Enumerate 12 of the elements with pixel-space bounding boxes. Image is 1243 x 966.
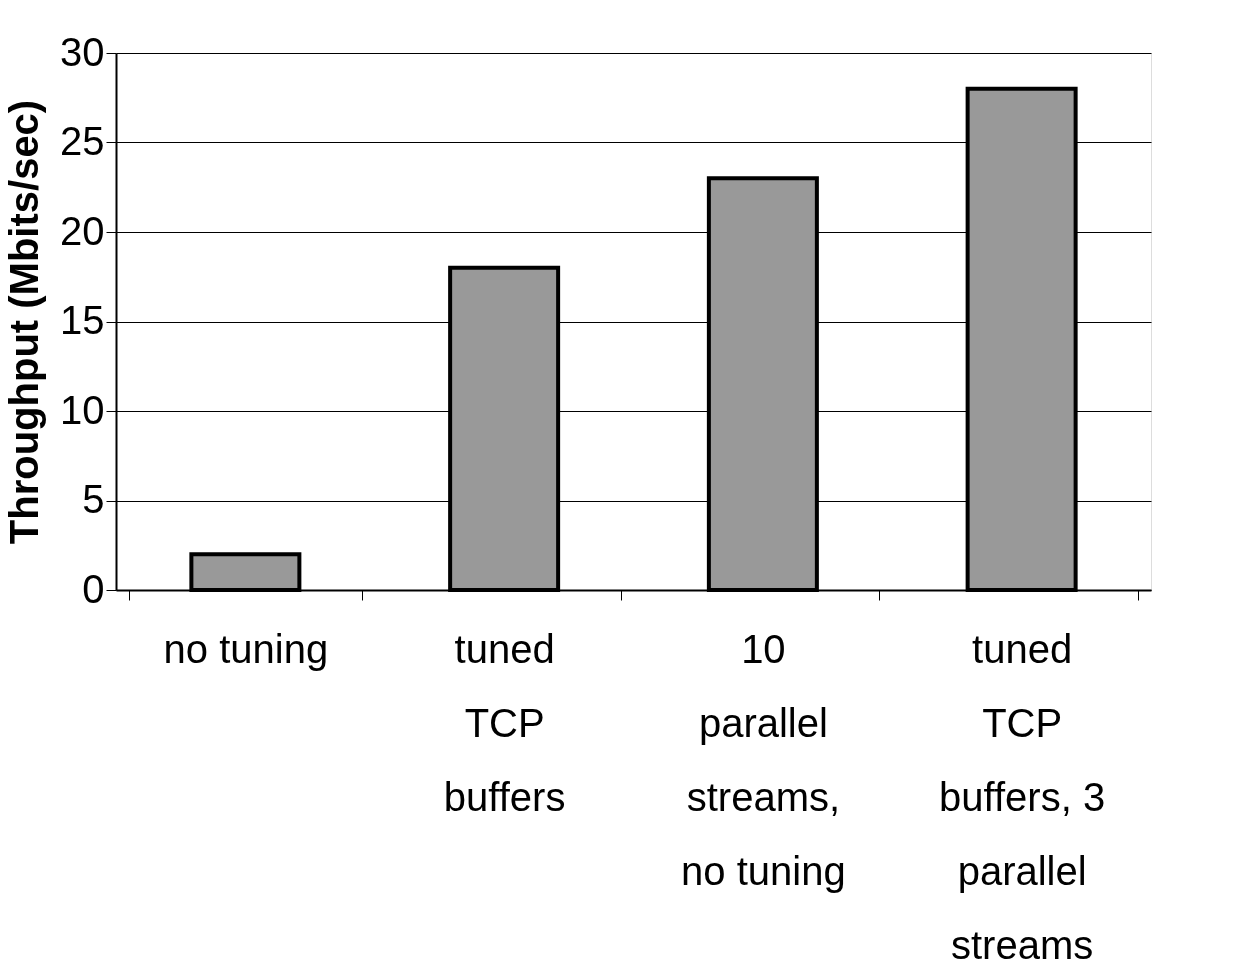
y-tick-label: 30 <box>60 29 105 74</box>
y-tick-label: 15 <box>60 298 105 342</box>
y-tick-label: 25 <box>60 119 105 163</box>
y-tick-label: 5 <box>82 477 105 521</box>
y-axis-title: Throughput (Mbits/sec) <box>2 99 47 545</box>
y-tick-label: 20 <box>60 208 105 253</box>
x-tick-label: 10 parallel streams, no tuning <box>681 626 846 893</box>
x-tick-label: no tuning <box>163 626 329 671</box>
y-tick-label: 10 <box>60 387 105 432</box>
y-tick-label: 0 <box>82 566 105 611</box>
x-tick-label: tuned TCP buffers <box>443 626 566 819</box>
x-tick-label: tuned TCP buffers, 3 parallel streams <box>939 626 1106 966</box>
